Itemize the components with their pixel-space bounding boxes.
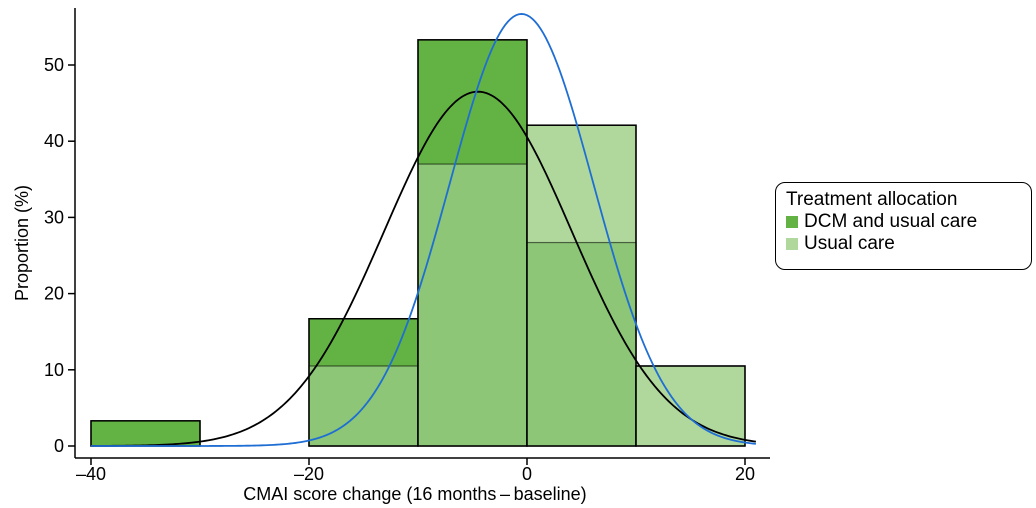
legend: Treatment allocation DCM and usual care … <box>775 182 1032 270</box>
bar-outline-4 <box>526 124 637 447</box>
y-axis-title: Proportion (%) <box>12 185 32 301</box>
x-tick-label--20: –20 <box>294 464 324 484</box>
y-tick-label-40: 40 <box>44 131 64 151</box>
x-axis-title: CMAI score change (16 months – baseline) <box>243 484 586 504</box>
legend-swatch-dcm <box>786 216 798 228</box>
bar-dcm-0 <box>90 420 201 447</box>
bar-dcm-4 <box>526 241 637 447</box>
bars-layer <box>90 39 746 447</box>
axes-layer: 0 10 20 30 40 50 –40 –20 0 20 <box>44 8 770 484</box>
bar-usual-5 <box>635 365 746 447</box>
density-curves-layer <box>90 13 757 447</box>
legend-title: Treatment allocation <box>786 189 958 210</box>
density-curve-usual-care <box>91 13 756 447</box>
y-tick-label-10: 10 <box>44 360 64 380</box>
legend-label-dcm: DCM and usual care <box>804 211 978 232</box>
legend-item-dcm: DCM and usual care <box>786 211 1031 233</box>
x-tick-label-20: 20 <box>735 464 755 484</box>
y-tick-label-0: 0 <box>54 436 64 456</box>
legend-item-usual-care: Usual care <box>786 233 1031 255</box>
y-tick-label-20: 20 <box>44 284 64 304</box>
legend-label-usual-care: Usual care <box>804 233 895 254</box>
x-tick-label-0: 0 <box>522 464 532 484</box>
y-tick-label-50: 50 <box>44 55 64 75</box>
x-tick-label--40: –40 <box>76 464 106 484</box>
density-curve-dcm <box>90 90 757 447</box>
bar-usual-3 <box>417 163 528 447</box>
y-tick-label-30: 30 <box>44 207 64 227</box>
legend-swatch-usual-care <box>786 238 798 250</box>
bar-outline-5 <box>635 365 746 447</box>
